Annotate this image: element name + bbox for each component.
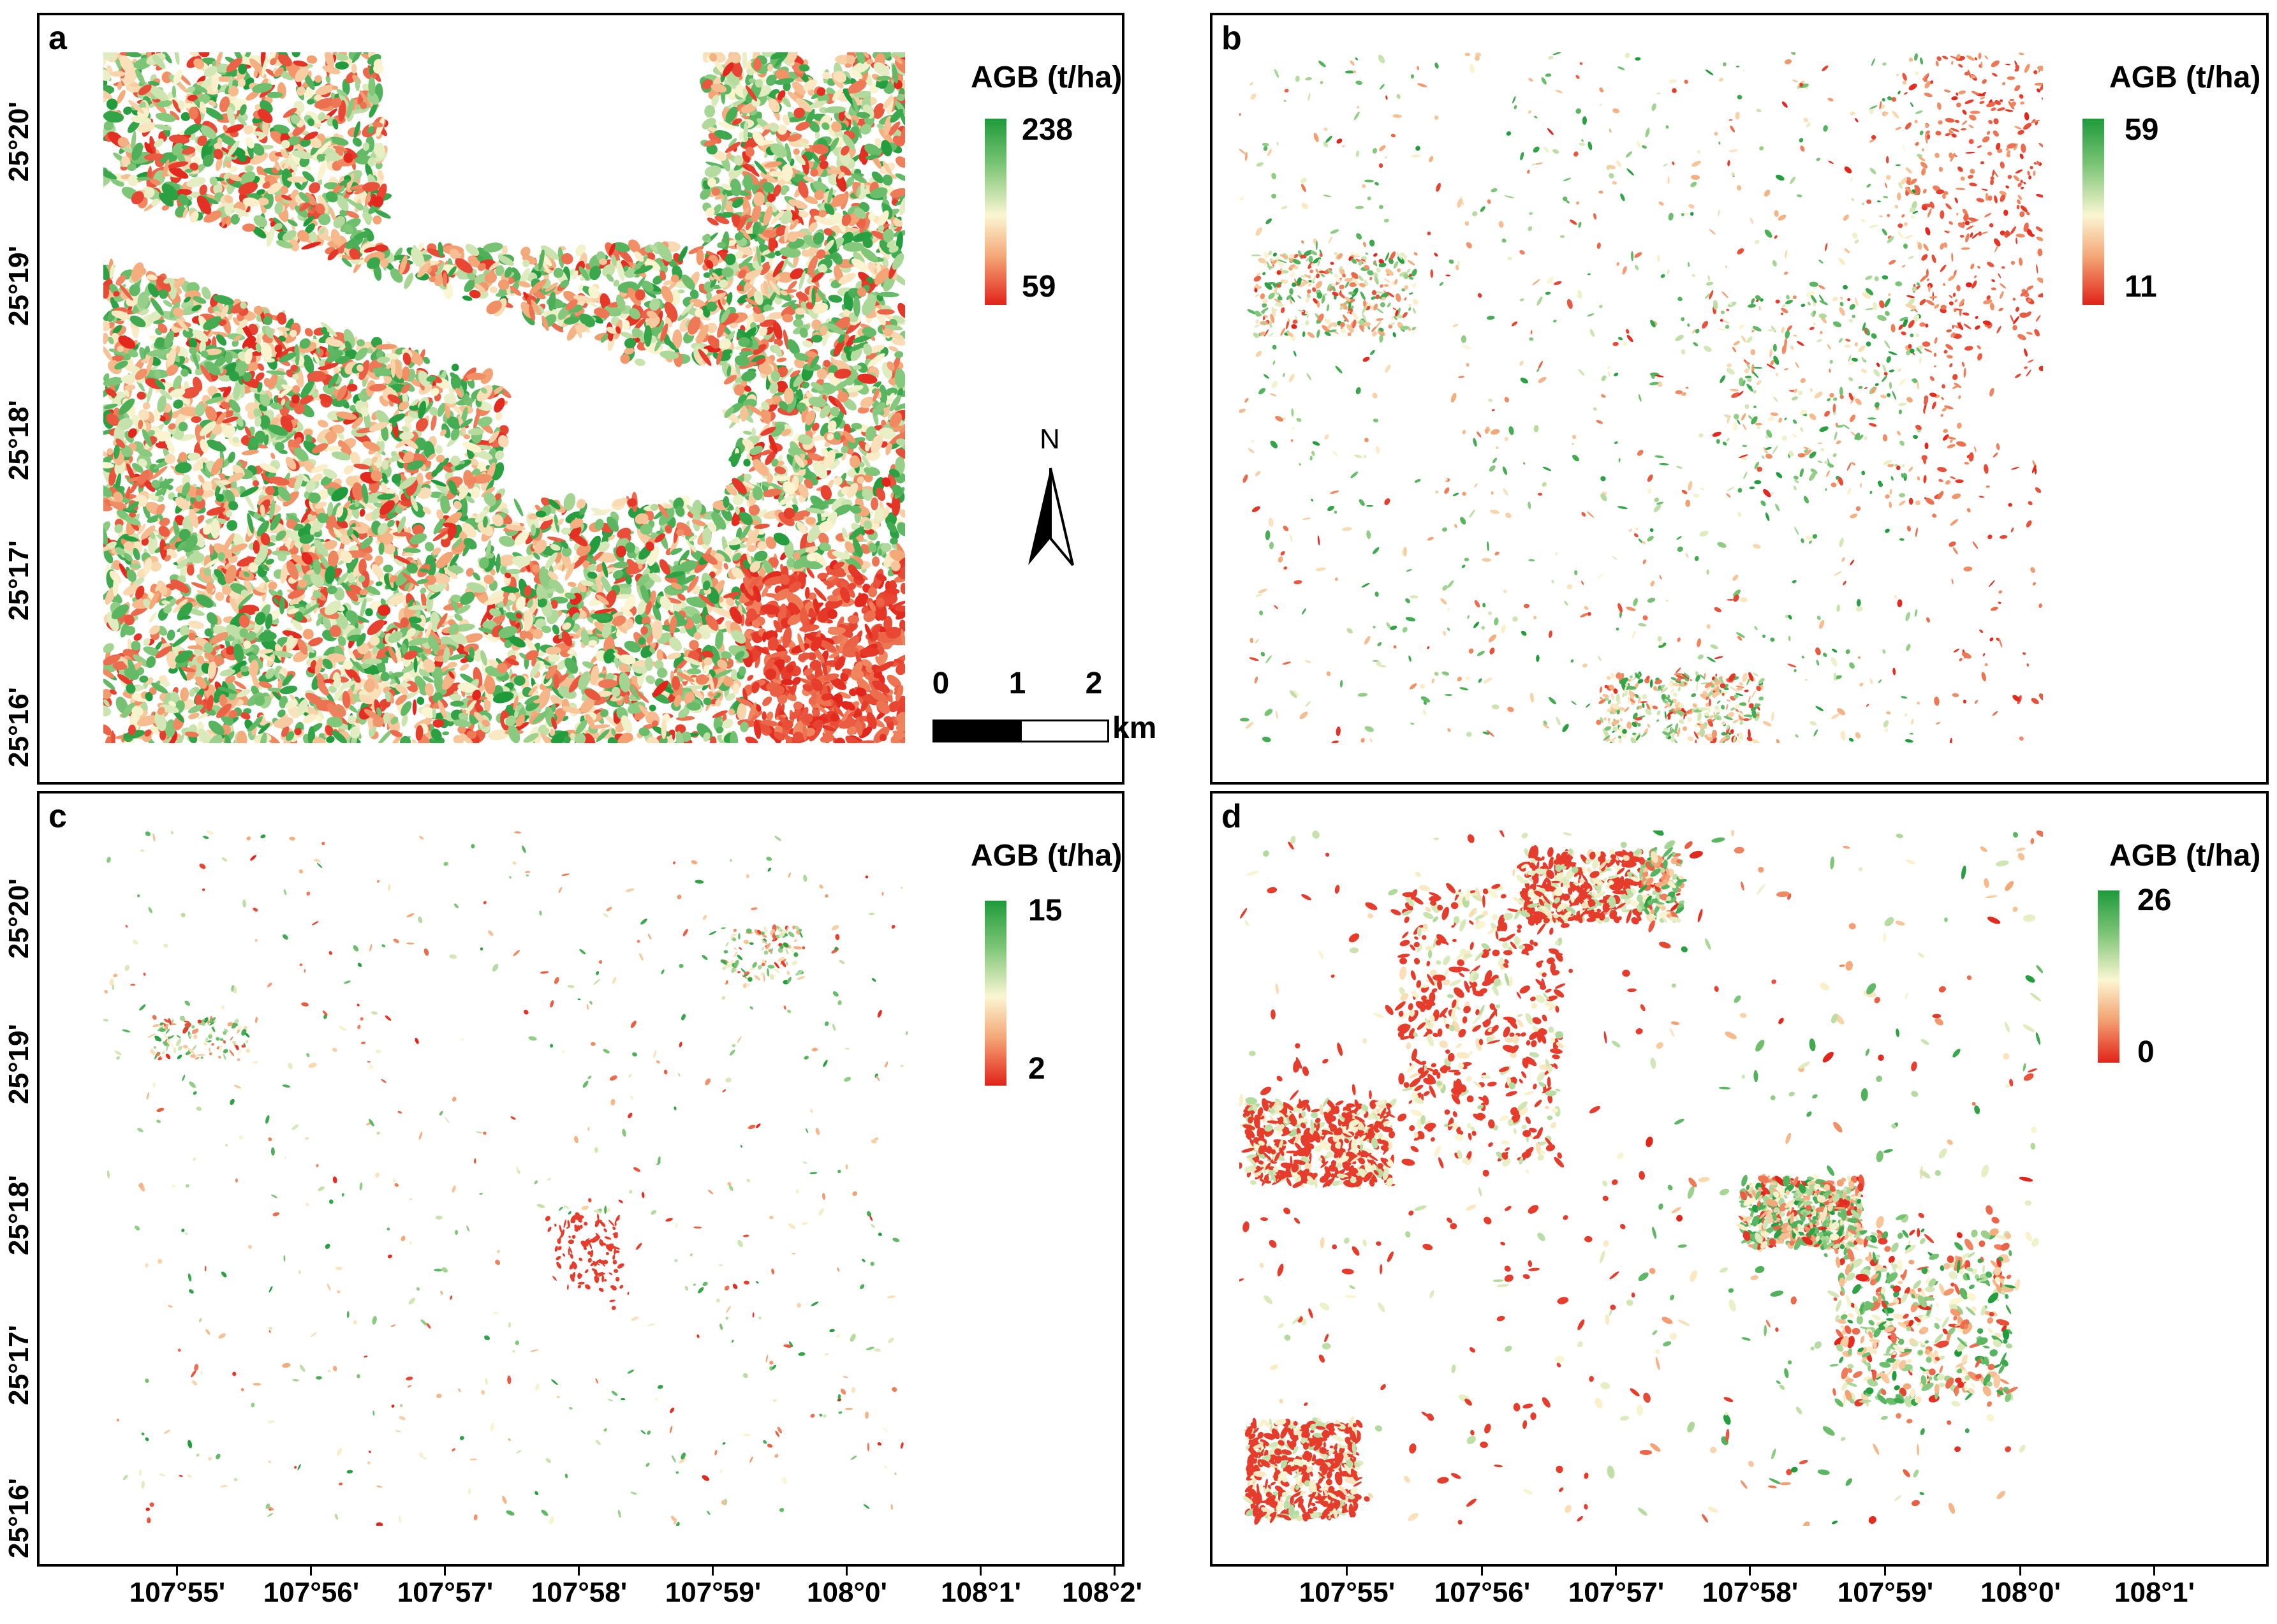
lon-label-right: 107°59' [1837, 1577, 1934, 1608]
legend-max: 238 [1022, 113, 1073, 147]
agb-raster-c [103, 830, 908, 1526]
lon-tick [1615, 1567, 1617, 1576]
lon-tick [846, 1567, 848, 1576]
legend-min: 11 [2125, 270, 2157, 304]
lon-tick [980, 1567, 982, 1576]
scale-bar-segment-white [1020, 720, 1109, 742]
lat-label-top: 25°20' [3, 101, 34, 182]
scale-bar-segment-black [932, 720, 1022, 742]
lat-label-bottom: 25°19' [3, 1024, 34, 1104]
legend-max: 59 [2125, 113, 2159, 147]
legend-title: AGB (t/ha) [971, 839, 1123, 873]
lon-tick [712, 1567, 714, 1576]
raster-texture [103, 830, 908, 1526]
lon-tick [310, 1567, 312, 1576]
scale-label-1: 1 [1008, 667, 1026, 700]
lon-label-left: 108°1' [941, 1577, 1021, 1608]
north-arrow: N [1015, 424, 1086, 570]
lat-label-bottom: 25°18' [3, 1175, 34, 1255]
legend-max: 26 [2137, 883, 2172, 917]
agb-raster-b [1239, 52, 2043, 743]
legend-min: 2 [1028, 1052, 1045, 1086]
agb-map-b [1239, 52, 2043, 743]
lon-label-left: 107°58' [531, 1577, 628, 1608]
north-arrow-icon [1028, 468, 1074, 566]
legend-min: 59 [1022, 270, 1056, 304]
legend-color-ramp [985, 901, 1006, 1086]
lon-label-left: 107°55' [129, 1577, 226, 1608]
scale-label-0: 0 [932, 667, 950, 700]
lon-label-right: 107°56' [1434, 1577, 1531, 1608]
map-panel-d: d AGB (t/ha) 26 0 [1210, 791, 2269, 1567]
lon-label-left: 107°56' [263, 1577, 360, 1608]
map-panel-b: b AGB (t/ha) 59 11 [1210, 13, 2269, 785]
agb-raster-a [103, 52, 905, 743]
lon-tick [1346, 1567, 1348, 1576]
legend-title: AGB (t/ha) [2109, 61, 2261, 94]
panel-letter: c [48, 798, 67, 835]
lon-tick [176, 1567, 178, 1576]
lon-label-right: 108°1' [2114, 1577, 2195, 1608]
north-arrow-label: N [1040, 424, 1060, 455]
lat-label-top: 25°19' [3, 246, 34, 326]
lon-tick [2153, 1567, 2155, 1576]
lon-label-left: 108°0' [807, 1577, 887, 1608]
lon-label-right: 107°57' [1568, 1577, 1665, 1608]
lon-label-right: 107°58' [1702, 1577, 1799, 1608]
raster-texture [103, 52, 905, 743]
raster-texture [1239, 52, 2043, 743]
lon-tick [1481, 1567, 1483, 1576]
lon-label-left: 107°57' [397, 1577, 494, 1608]
map-panel-c: c AGB (t/ha) 15 2 [37, 791, 1124, 1567]
panel-letter: d [1221, 798, 1242, 835]
lon-label-left: 107°59' [665, 1577, 762, 1608]
panel-letter: b [1221, 20, 1242, 57]
lat-label-bottom: 25°17' [3, 1325, 34, 1405]
lat-label-bottom: 25°20' [3, 878, 34, 959]
agb-map-a [103, 52, 905, 743]
legend-color-ramp [985, 119, 1006, 305]
scale-unit: km [1112, 711, 1157, 745]
lat-label-top: 25°18' [3, 400, 34, 480]
lat-label-top: 25°16' [3, 687, 34, 767]
legend-max: 15 [1028, 894, 1063, 927]
lon-tick [1884, 1567, 1886, 1576]
map-panel-a: a AGB (t/ha) 238 59 N 0 1 2 km [37, 13, 1156, 785]
lon-tick [2019, 1567, 2021, 1576]
lon-tick [444, 1567, 446, 1576]
lat-label-bottom: 25°16' [3, 1478, 34, 1558]
lon-label-left: 108°2' [1062, 1577, 1142, 1608]
agb-raster-d [1239, 830, 2043, 1526]
legend-color-ramp [2082, 119, 2104, 305]
lon-tick [578, 1567, 580, 1576]
agb-map-c [103, 830, 908, 1526]
lon-label-right: 107°55' [1299, 1577, 1396, 1608]
agb-map-d [1239, 830, 2043, 1526]
lon-tick [1749, 1567, 1751, 1576]
raster-texture [1239, 830, 2043, 1526]
lat-label-top: 25°17' [3, 540, 34, 621]
scale-label-2: 2 [1085, 667, 1103, 700]
panel-letter: a [48, 20, 67, 57]
legend-title: AGB (t/ha) [971, 61, 1123, 94]
lon-tick [1114, 1567, 1116, 1576]
legend-color-ramp [2098, 890, 2119, 1063]
lon-label-right: 108°0' [1980, 1577, 2061, 1608]
legend-min: 0 [2137, 1035, 2155, 1069]
legend-title: AGB (t/ha) [2109, 839, 2261, 873]
